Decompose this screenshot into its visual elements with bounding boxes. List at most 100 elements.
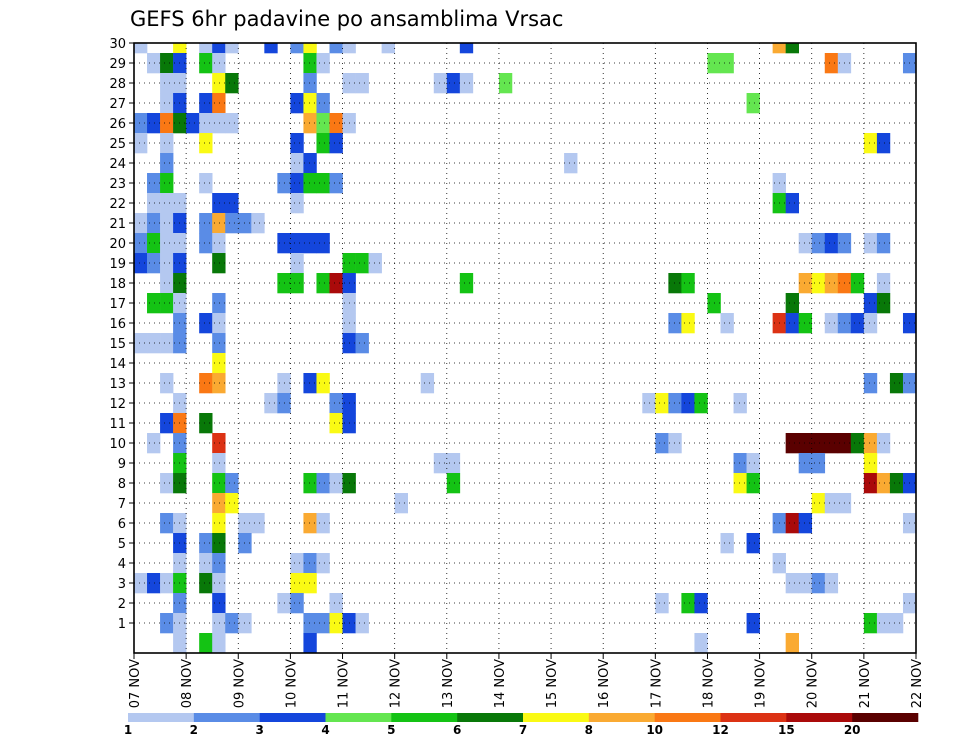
heatmap-cell (316, 613, 330, 634)
heatmap-cell (160, 153, 174, 174)
heatmap-cell (329, 273, 343, 294)
legend-label: 1 (124, 723, 132, 737)
heatmap-cell (199, 133, 213, 154)
heatmap-cell (186, 113, 200, 134)
heatmap-cell (160, 173, 174, 194)
heatmap-cell (173, 43, 187, 54)
heatmap-cell (863, 313, 878, 334)
heatmap-cell (381, 43, 395, 54)
heatmap-cell (212, 353, 226, 374)
heatmap-cell (876, 273, 891, 294)
heatmap-cell (785, 293, 799, 314)
heatmap-cell (798, 233, 813, 254)
heatmap-cell (681, 593, 695, 614)
heatmap-cell (850, 313, 865, 334)
heatmap-cell (199, 53, 213, 74)
heatmap-cell (147, 573, 161, 594)
heatmap-cell (850, 433, 865, 454)
heatmap-cell (303, 613, 317, 634)
x-tick-label: 17 NOV (649, 659, 664, 708)
heatmap-cell (863, 473, 878, 494)
heatmap-cell (212, 113, 226, 134)
heatmap-cell (290, 193, 304, 214)
legend-label: 12 (712, 723, 729, 737)
legend-swatch (325, 713, 392, 722)
heatmap-cell (824, 313, 839, 334)
y-tick-label: 5 (118, 537, 126, 552)
legend-swatch (654, 713, 721, 722)
heatmap-cell (212, 213, 226, 234)
heatmap-cell (147, 53, 161, 74)
heatmap-cell (863, 293, 878, 314)
heatmap-cell (225, 113, 239, 134)
heatmap-cell (212, 593, 226, 614)
heatmap-cell (329, 593, 343, 614)
heatmap-cell (889, 473, 904, 494)
heatmap-cell (316, 233, 330, 254)
heatmap-cell (160, 113, 174, 134)
x-tick-label: 19 NOV (754, 659, 769, 708)
heatmap-cell (316, 93, 330, 114)
heatmap-cell (212, 333, 226, 354)
heatmap-cell (199, 573, 213, 594)
heatmap-cell (147, 173, 161, 194)
legend-label: 20 (844, 723, 861, 737)
heatmap-cell (251, 213, 265, 234)
x-tick-label: 18 NOV (701, 659, 716, 708)
heatmap-cell (668, 273, 682, 294)
x-tick-label: 22 NOV (910, 659, 925, 708)
x-tick-label: 14 NOV (493, 659, 508, 708)
legend-swatch (128, 713, 195, 722)
heatmap-cell (290, 133, 304, 154)
heatmap-cell (290, 593, 304, 614)
heatmap-cell (212, 473, 226, 494)
heatmap-cell (225, 473, 239, 494)
heatmap-cell (134, 43, 148, 54)
legend-label: 15 (778, 723, 795, 737)
heatmap-cell (212, 633, 226, 654)
heatmap-cell (134, 333, 148, 354)
heatmap-cell (147, 193, 161, 214)
heatmap-cell (642, 393, 656, 414)
y-tick-label: 16 (109, 317, 126, 332)
heatmap-cell (316, 553, 330, 574)
heatmap-cell (316, 513, 330, 534)
heatmap-cell (199, 213, 213, 234)
heatmap-cell (160, 473, 174, 494)
heatmap-cell (160, 53, 174, 74)
heatmap-cell (746, 453, 760, 474)
y-tick-label: 19 (109, 257, 126, 272)
y-tick-label: 14 (109, 357, 126, 372)
x-tick-label: 08 NOV (180, 659, 195, 708)
heatmap-cell (863, 453, 878, 474)
heatmap-cell (212, 73, 226, 94)
heatmap-cell (225, 43, 239, 54)
heatmap-cell (212, 433, 226, 454)
heatmap-cell (290, 273, 304, 294)
heatmap-cell (564, 153, 578, 174)
heatmap-cell (850, 273, 865, 294)
heatmap-cell (212, 313, 226, 334)
y-tick-label: 24 (109, 157, 126, 172)
legend-label: 3 (255, 723, 263, 737)
legend-swatch (391, 713, 458, 722)
heatmap-cell (785, 573, 799, 594)
y-tick-label: 20 (109, 237, 126, 252)
heatmap-cell (212, 553, 226, 574)
heatmap-cell (212, 373, 226, 394)
heatmap-cell (225, 493, 239, 514)
heatmap-cell (225, 213, 239, 234)
heatmap-cell (876, 293, 891, 314)
heatmap-cell (720, 313, 734, 334)
heatmap-cell (733, 473, 747, 494)
legend-label: 7 (519, 723, 527, 737)
heatmap-cell (889, 613, 904, 634)
heatmap-cell (303, 113, 317, 134)
heatmap-cell (303, 233, 317, 254)
y-tick-label: 10 (109, 437, 126, 452)
heatmap-cell (329, 613, 343, 634)
heatmap-cell (863, 433, 878, 454)
heatmap-cell (876, 133, 891, 154)
heatmap-cell (160, 573, 174, 594)
